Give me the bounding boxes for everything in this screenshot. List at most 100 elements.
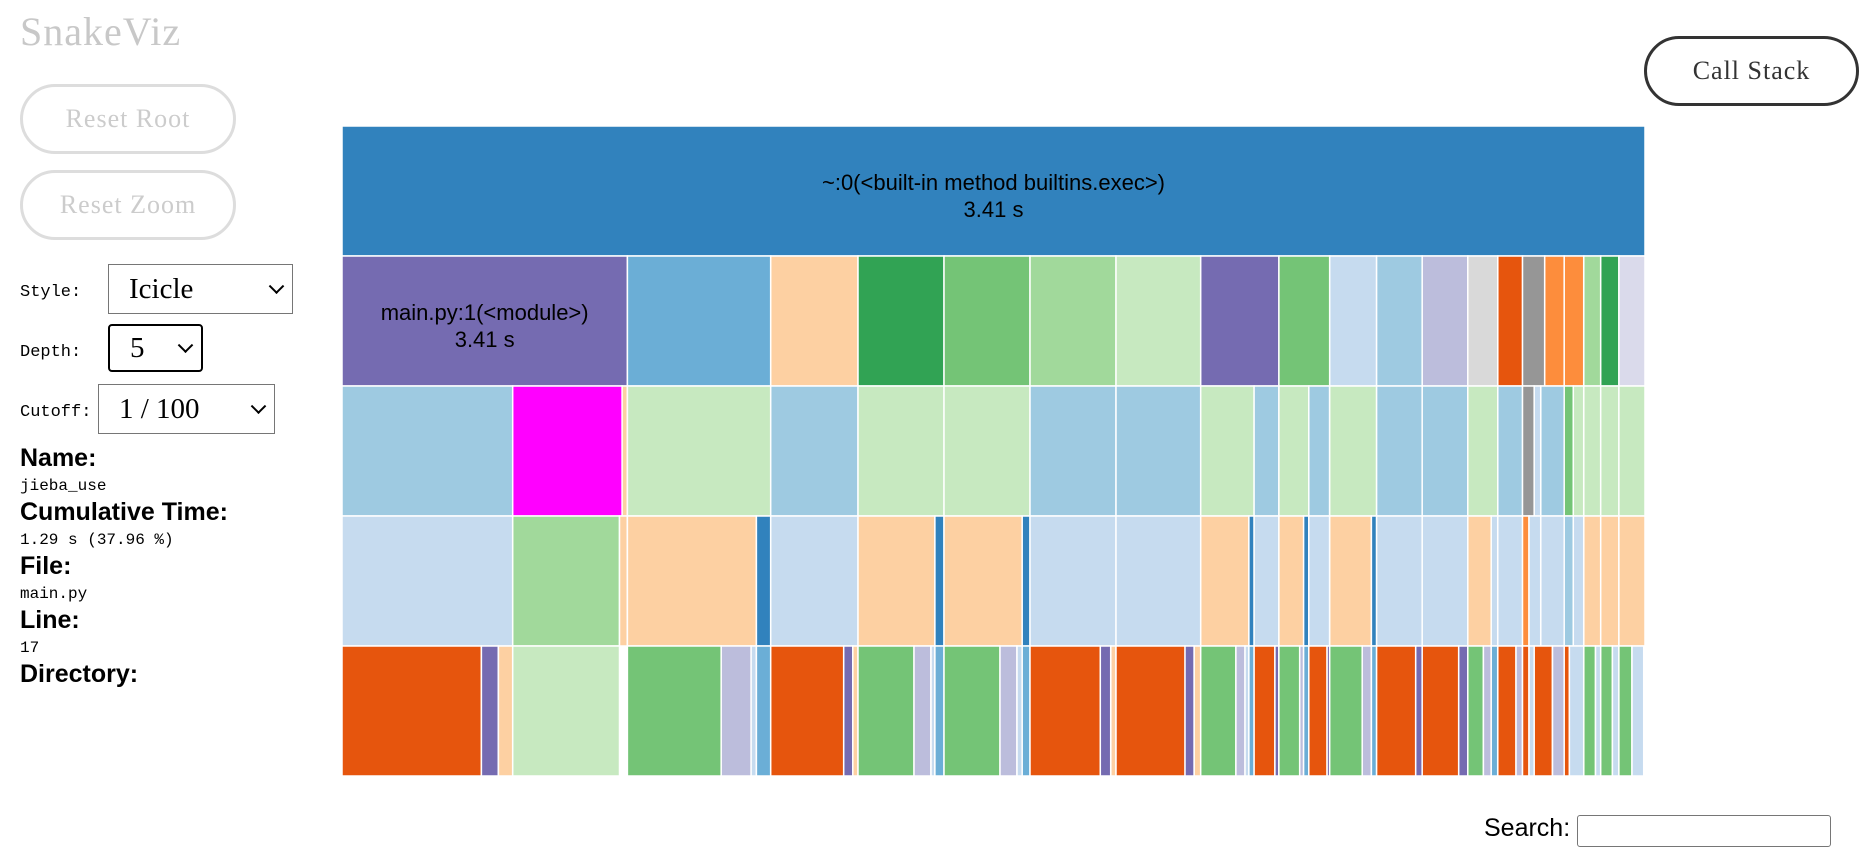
icicle-block-l2-22[interactable]	[1572, 385, 1585, 517]
icicle-block-l2-11[interactable]	[1278, 385, 1310, 517]
icicle-block-l3-17[interactable]	[1308, 515, 1331, 647]
icicle-block-l2-9[interactable]	[1199, 385, 1255, 517]
reset-root-button[interactable]: Reset Root	[20, 84, 236, 154]
icicle-block-l4-31[interactable]	[1278, 645, 1301, 777]
icicle-block-l4-50[interactable]	[1533, 645, 1554, 777]
cutoff-select[interactable]: 1 / 100	[98, 384, 275, 434]
icicle-block-l2-13[interactable]	[1328, 385, 1378, 517]
icicle-block-l4-12[interactable]	[913, 645, 932, 777]
icicle-block-l4-17[interactable]	[1016, 645, 1023, 777]
icicle-block-l4-8[interactable]	[769, 645, 845, 777]
icicle-block-l4-4[interactable]	[626, 645, 722, 777]
icicle-block-l3-2[interactable]	[618, 515, 629, 647]
icicle-block-l3-4[interactable]	[755, 515, 772, 647]
icicle-block-l2-4[interactable]	[769, 385, 859, 517]
icicle-block-l3-13[interactable]	[1248, 515, 1255, 647]
icicle-block-l3-31[interactable]	[1599, 515, 1620, 647]
icicle-block-l2-17[interactable]	[1497, 385, 1524, 517]
icicle-block-l0-0[interactable]	[341, 125, 1646, 257]
icicle-block-l4-57[interactable]	[1611, 645, 1620, 777]
icicle-block-l1-13[interactable]	[1497, 255, 1524, 387]
icicle-block-l4-16[interactable]	[999, 645, 1018, 777]
call-stack-button[interactable]: Call Stack	[1644, 36, 1859, 106]
icicle-block-l1-5[interactable]	[1029, 255, 1117, 387]
icicle-block-l3-32[interactable]	[1618, 515, 1646, 647]
icicle-block-l2-8[interactable]	[1115, 385, 1202, 517]
icicle-block-l1-7[interactable]	[1199, 255, 1280, 387]
icicle-block-l2-15[interactable]	[1421, 385, 1469, 517]
icicle-block-l4-14[interactable]	[934, 645, 945, 777]
icicle-block-l2-1[interactable]	[511, 385, 623, 517]
icicle-block-l4-59[interactable]	[1631, 645, 1645, 777]
icicle-block-l2-12[interactable]	[1308, 385, 1331, 517]
icicle-block-l3-1[interactable]	[511, 515, 621, 647]
icicle-block-l4-23[interactable]	[1184, 645, 1195, 777]
icicle-block-l3-8[interactable]	[943, 515, 1023, 647]
icicle-block-l2-14[interactable]	[1375, 385, 1423, 517]
icicle-block-l4-21[interactable]	[1110, 645, 1117, 777]
icicle-block-l4-39[interactable]	[1375, 645, 1417, 777]
icicle-block-l4-52[interactable]	[1563, 645, 1571, 777]
icicle-block-l3-5[interactable]	[769, 515, 859, 647]
search-input[interactable]	[1577, 815, 1831, 847]
icicle-block-l3-19[interactable]	[1370, 515, 1378, 647]
depth-select[interactable]: 5	[108, 324, 203, 372]
icicle-block-l2-7[interactable]	[1029, 385, 1117, 517]
icicle-block-l3-26[interactable]	[1528, 515, 1542, 647]
icicle-block-l1-11[interactable]	[1421, 255, 1469, 387]
icicle-block-l4-24[interactable]	[1193, 645, 1202, 777]
icicle-block-l4-55[interactable]	[1594, 645, 1602, 777]
style-select[interactable]: Icicle	[108, 264, 293, 314]
icicle-block-l4-46[interactable]	[1497, 645, 1517, 777]
icicle-block-l4-19[interactable]	[1029, 645, 1102, 777]
icicle-block-l3-16[interactable]	[1302, 515, 1310, 647]
icicle-chart[interactable]: ~:0(<built-in method builtins.exec>)3.41…	[0, 0, 1865, 800]
icicle-block-l3-22[interactable]	[1467, 515, 1493, 647]
icicle-block-l4-25[interactable]	[1199, 645, 1237, 777]
icicle-block-l4-54[interactable]	[1583, 645, 1597, 777]
icicle-block-l4-40[interactable]	[1414, 645, 1423, 777]
icicle-block-l3-6[interactable]	[857, 515, 936, 647]
icicle-block-l4-37[interactable]	[1361, 645, 1373, 777]
icicle-block-l2-5[interactable]	[857, 385, 945, 517]
icicle-block-l4-47[interactable]	[1515, 645, 1524, 777]
icicle-block-l2-10[interactable]	[1253, 385, 1280, 517]
icicle-block-l2-2[interactable]	[621, 385, 629, 517]
icicle-block-l2-21[interactable]	[1563, 385, 1575, 517]
icicle-block-l4-29[interactable]	[1253, 645, 1276, 777]
icicle-block-l2-3[interactable]	[626, 385, 772, 517]
icicle-block-l2-6[interactable]	[943, 385, 1031, 517]
icicle-block-l4-51[interactable]	[1551, 645, 1565, 777]
icicle-block-l4-33[interactable]	[1302, 645, 1310, 777]
icicle-block-l3-21[interactable]	[1421, 515, 1469, 647]
icicle-block-l1-17[interactable]	[1583, 255, 1602, 387]
icicle-block-l4-7[interactable]	[755, 645, 772, 777]
icicle-block-l3-12[interactable]	[1199, 515, 1250, 647]
icicle-block-l4-48[interactable]	[1521, 645, 1530, 777]
icicle-block-l4-45[interactable]	[1490, 645, 1499, 777]
icicle-block-l4-41[interactable]	[1421, 645, 1460, 777]
icicle-block-l3-20[interactable]	[1375, 515, 1423, 647]
icicle-block-l3-28[interactable]	[1563, 515, 1575, 647]
icicle-block-l4-20[interactable]	[1099, 645, 1112, 777]
icicle-block-l1-8[interactable]	[1278, 255, 1331, 387]
icicle-block-l3-25[interactable]	[1521, 515, 1530, 647]
icicle-block-l2-24[interactable]	[1599, 385, 1620, 517]
icicle-block-l4-2[interactable]	[497, 645, 514, 777]
icicle-block-l3-11[interactable]	[1115, 515, 1202, 647]
icicle-block-l4-11[interactable]	[857, 645, 915, 777]
icicle-block-l4-18[interactable]	[1021, 645, 1031, 777]
icicle-block-l2-18[interactable]	[1521, 385, 1535, 517]
icicle-block-l1-10[interactable]	[1375, 255, 1423, 387]
icicle-block-l3-27[interactable]	[1540, 515, 1566, 647]
icicle-block-l3-23[interactable]	[1490, 515, 1499, 647]
icicle-block-l2-0[interactable]	[341, 385, 514, 517]
icicle-block-l4-5[interactable]	[720, 645, 752, 777]
icicle-block-l4-28[interactable]	[1248, 645, 1255, 777]
icicle-block-l2-25[interactable]	[1618, 385, 1646, 517]
icicle-block-l4-26[interactable]	[1235, 645, 1246, 777]
icicle-block-l4-36[interactable]	[1328, 645, 1364, 777]
icicle-block-l3-10[interactable]	[1029, 515, 1117, 647]
icicle-block-l4-34[interactable]	[1308, 645, 1328, 777]
icicle-block-l4-44[interactable]	[1482, 645, 1492, 777]
